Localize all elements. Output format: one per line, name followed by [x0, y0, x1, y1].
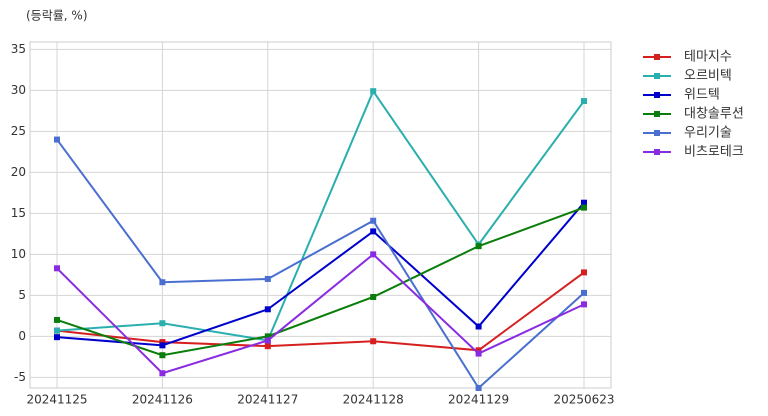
- x-tick-label: 20241128: [343, 393, 404, 407]
- data-point: [370, 293, 377, 300]
- data-point: [54, 334, 60, 341]
- data-point: [475, 350, 482, 357]
- series-line: [56, 202, 585, 347]
- data-point: [475, 347, 482, 354]
- series-line: [56, 271, 585, 352]
- legend-marker: [654, 73, 660, 79]
- plot-frame: [29, 41, 612, 389]
- legend-label: 우리기술: [684, 126, 732, 141]
- y-tick-label: 30: [11, 83, 26, 97]
- data-point: [159, 342, 166, 349]
- data-point: [54, 316, 60, 323]
- data-point: [264, 306, 271, 313]
- y-tick-label: -5: [14, 370, 26, 384]
- data-point: [264, 343, 271, 350]
- data-point: [475, 385, 482, 391]
- legend-marker: [654, 111, 660, 117]
- x-tick-label: 20241125: [26, 393, 87, 407]
- legend-label: 비츠로테크: [684, 145, 744, 160]
- x-tick-label: 20250623: [553, 393, 614, 407]
- legend-marker: [654, 149, 660, 155]
- legend-label: 테마지수: [684, 50, 732, 65]
- y-tick-label: 5: [18, 288, 26, 302]
- y-tick-label: 20: [11, 165, 26, 179]
- data-point: [475, 323, 482, 330]
- data-point: [370, 251, 377, 258]
- data-point: [264, 275, 271, 282]
- data-point: [370, 88, 377, 95]
- data-point: [159, 352, 166, 359]
- data-point: [54, 327, 60, 334]
- y-axis-label: (등락률, %): [26, 9, 88, 23]
- data-point: [159, 370, 166, 377]
- legend-label: 위드텍: [684, 88, 720, 103]
- data-point: [581, 199, 587, 206]
- series-line: [56, 206, 585, 357]
- data-point: [54, 136, 60, 143]
- x-tick-label: 20241129: [448, 393, 509, 407]
- data-point: [475, 243, 482, 250]
- legend-marker: [654, 130, 660, 136]
- legend-label: 대창솔루션: [684, 107, 744, 122]
- data-point: [370, 228, 377, 235]
- legend-marker: [654, 92, 660, 98]
- data-point: [159, 320, 166, 327]
- series-line: [56, 89, 585, 342]
- y-tick-label: 25: [11, 124, 26, 138]
- data-point: [370, 217, 377, 224]
- legend-label: 오르비텍: [684, 69, 732, 84]
- x-tick-label: 20241127: [237, 393, 298, 407]
- series-line: [56, 253, 585, 375]
- data-point: [159, 339, 166, 346]
- data-point: [581, 289, 587, 296]
- y-tick-label: 10: [11, 247, 26, 261]
- legend-marker: [654, 54, 660, 60]
- y-tick-label: 15: [11, 206, 26, 220]
- data-point: [581, 98, 587, 105]
- series-line: [56, 138, 585, 390]
- y-tick-label: 35: [11, 42, 26, 56]
- data-point: [54, 265, 60, 272]
- data-point: [264, 337, 271, 344]
- data-point: [264, 333, 271, 340]
- data-point: [581, 269, 587, 276]
- x-tick-label: 20241126: [132, 393, 193, 407]
- data-point: [370, 338, 377, 345]
- y-tick-label: 0: [18, 329, 26, 343]
- data-point: [581, 204, 587, 211]
- data-point: [159, 279, 166, 286]
- data-point: [581, 301, 587, 308]
